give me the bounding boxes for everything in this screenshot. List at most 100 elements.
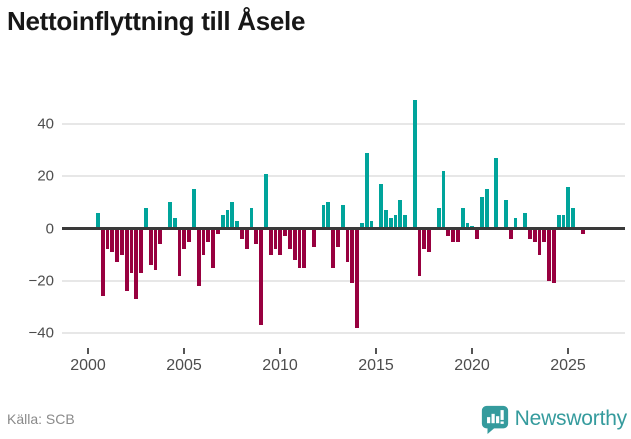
bar-101 — [580, 227, 585, 234]
bar-77 — [465, 223, 470, 230]
bar-37 — [273, 227, 278, 250]
bar-29 — [235, 220, 240, 230]
newsworthy-logo[interactable]: Newsworthy — [480, 404, 627, 434]
bar-57 — [369, 220, 374, 230]
bar-45 — [312, 227, 316, 247]
bar-99 — [571, 207, 576, 230]
bar-16 — [172, 218, 177, 230]
x-tick-mark — [87, 348, 89, 354]
bar-74 — [451, 227, 456, 242]
bar-21 — [196, 227, 201, 286]
y-tick-label: 20 — [37, 167, 54, 185]
bar-38 — [278, 227, 283, 255]
bar-5 — [120, 227, 124, 255]
x-axis: 2000 2005 2010 2015 2020 2025 — [62, 345, 625, 385]
bar-62 — [393, 215, 398, 230]
gridline-40 — [62, 123, 625, 125]
bar-28 — [230, 202, 235, 230]
bar-19 — [187, 227, 192, 242]
bar-72 — [441, 171, 446, 230]
bar-17 — [177, 227, 182, 276]
y-tick-label: 40 — [37, 115, 54, 133]
x-tick-label: 2010 — [262, 357, 298, 374]
bar-95 — [552, 227, 556, 284]
bar-31 — [244, 227, 249, 250]
bar-54 — [355, 227, 360, 328]
source-label: Källa: SCB — [7, 411, 75, 427]
bar-91 — [532, 227, 537, 242]
plot-area — [62, 95, 625, 345]
y-tick-label: −40 — [28, 324, 54, 342]
bar-87 — [513, 218, 518, 230]
bar-51 — [340, 204, 345, 230]
bar-48 — [326, 202, 331, 230]
bar-4 — [115, 227, 120, 263]
x-tick-label: 2020 — [454, 357, 490, 374]
bar-15 — [168, 202, 172, 230]
bar-64 — [403, 215, 408, 230]
bar-60 — [384, 210, 388, 230]
bar-11 — [148, 227, 153, 266]
x-tick-label: 2015 — [358, 357, 394, 374]
bar-90 — [528, 227, 532, 239]
bar-26 — [220, 215, 225, 230]
bar-83 — [494, 157, 499, 230]
bar-71 — [436, 207, 441, 230]
x-tick-label: 2025 — [550, 357, 586, 374]
chart-title: Nettoinflyttning till Åsele — [7, 6, 306, 36]
bar-12 — [153, 227, 158, 271]
bar-97 — [561, 215, 566, 230]
x-tick-label: 2005 — [166, 357, 202, 374]
gridline-20 — [62, 175, 625, 178]
x-tick-mark — [375, 348, 377, 354]
bar-63 — [398, 199, 403, 230]
bar-69 — [427, 227, 432, 252]
x-tick-mark — [567, 348, 569, 354]
bar-85 — [504, 199, 508, 230]
bar-80 — [480, 197, 484, 230]
bar-56 — [364, 152, 369, 230]
bar-47 — [321, 204, 326, 230]
bar-36 — [268, 227, 273, 255]
bar-30 — [240, 227, 244, 239]
bar-33 — [254, 227, 259, 245]
bar-79 — [475, 227, 480, 239]
zero-line — [62, 227, 625, 230]
bar-67 — [417, 227, 422, 276]
bar-86 — [508, 227, 513, 239]
bar-89 — [523, 212, 528, 230]
bar-10 — [144, 207, 148, 230]
bar-96 — [556, 215, 561, 230]
bar-41 — [292, 227, 297, 260]
bar-75 — [456, 227, 460, 242]
bar-32 — [249, 207, 254, 230]
gridline--20 — [62, 279, 625, 282]
bar-98 — [566, 186, 571, 230]
bar-43 — [302, 227, 307, 268]
bar-68 — [422, 227, 427, 250]
bar-25 — [216, 227, 220, 234]
bar-9 — [139, 227, 144, 273]
bar-0 — [96, 212, 100, 230]
bar-66 — [412, 100, 417, 230]
y-tick-label: 0 — [45, 220, 54, 237]
bar-49 — [331, 227, 336, 268]
newsworthy-badge-icon — [481, 405, 508, 434]
bar-22 — [201, 227, 206, 255]
bar-61 — [388, 218, 393, 230]
bar-92 — [537, 227, 542, 255]
bar-94 — [547, 227, 552, 281]
bar-50 — [336, 227, 340, 247]
bar-34 — [259, 227, 264, 326]
bar-20 — [192, 189, 196, 230]
bar-73 — [446, 227, 451, 237]
bar-13 — [158, 227, 163, 245]
x-tick-mark — [471, 348, 473, 354]
x-tick-mark — [183, 348, 185, 354]
bar-76 — [460, 207, 465, 230]
bar-81 — [484, 189, 489, 230]
bar-93 — [542, 227, 547, 242]
gridline--40 — [62, 332, 625, 334]
bar-18 — [182, 227, 187, 250]
